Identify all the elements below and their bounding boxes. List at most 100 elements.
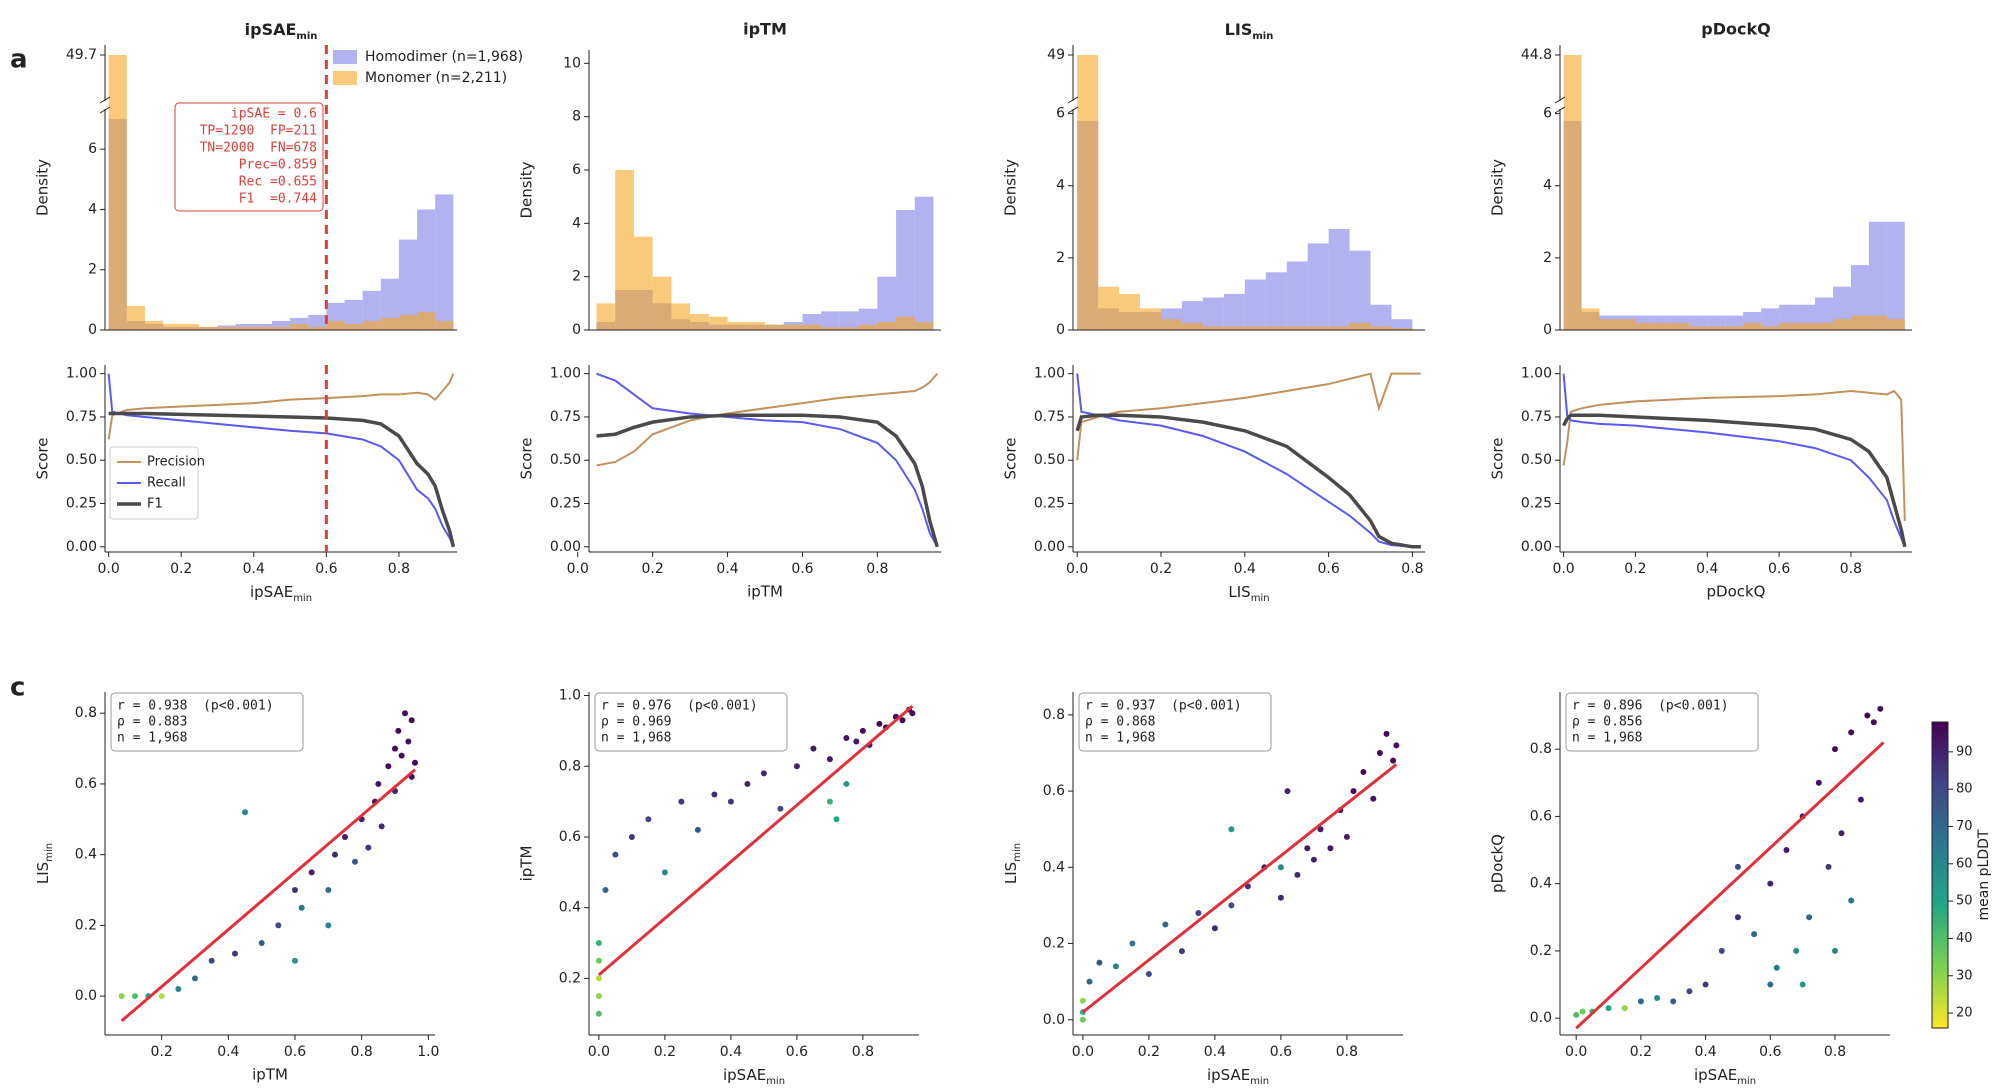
annotation-line: TN=2000 FN=678 (200, 141, 317, 156)
x-tick-label: 0.2 (654, 1044, 676, 1060)
scatter-point (744, 780, 751, 787)
scatter-point (1654, 995, 1661, 1002)
y-tick-label: 4 (88, 201, 97, 217)
series-line (1075, 413, 1421, 549)
x-tick-label: 0.6 (1759, 1044, 1781, 1060)
scatter-point (1244, 883, 1251, 890)
chart-title: ipSAEmin (245, 20, 318, 42)
x-tick-label: 0.4 (716, 561, 738, 577)
y-tick-label: 0.0 (75, 988, 97, 1004)
scatter-point (1864, 712, 1871, 719)
colorbar-label: mean pLDDT (1976, 829, 1992, 920)
histogram-bar (1265, 326, 1287, 330)
x-axis-label-sub: min (1250, 1076, 1269, 1087)
histogram-bar (1286, 261, 1308, 330)
scatter-point (595, 940, 602, 947)
y-axis-label-text: LIS (1002, 862, 1020, 884)
histogram-bar (1223, 326, 1245, 330)
scatter-point (595, 993, 602, 1000)
fit-line (1081, 763, 1398, 1014)
histogram-bar (435, 194, 454, 330)
panel-label: a (10, 45, 28, 75)
x-axis-label-sub: min (1251, 593, 1270, 604)
scatter-point (1773, 964, 1780, 971)
colorbar-tick-label: 60 (1956, 856, 1973, 871)
histogram-bar (1391, 319, 1413, 330)
y-tick-label: 0.2 (1530, 943, 1552, 959)
scatter-point (853, 738, 860, 745)
histogram-bar (821, 311, 840, 330)
annotation-line: n = 1,968 (117, 731, 187, 746)
scatter-point (352, 858, 358, 865)
x-tick-label: 0.0 (588, 1044, 610, 1060)
histogram-bar (1707, 326, 1726, 330)
scatter-point (1848, 897, 1855, 904)
histogram-bar (615, 170, 634, 330)
y-tick-label: 0.4 (75, 847, 97, 863)
y-tick-label: 1.0 (559, 688, 581, 704)
histogram-bar (199, 326, 218, 330)
y-tick-label: 0.4 (1043, 859, 1065, 875)
scatter-point (1637, 998, 1644, 1005)
annotation-box (594, 692, 788, 752)
scatter-point (1343, 833, 1350, 840)
scatter-point (395, 727, 402, 734)
histogram-bar (671, 303, 691, 330)
axis-break-mark (99, 96, 111, 104)
y-tick-label: 0.25 (550, 496, 581, 512)
y-tick-label: 0 (88, 322, 97, 338)
scatter-point (1277, 894, 1284, 901)
scatter-point (1327, 845, 1334, 852)
y-axis-label-sub: min (1012, 843, 1023, 862)
histogram-bar (1743, 322, 1762, 330)
legend-swatch (333, 50, 357, 64)
histogram-bar (1797, 322, 1816, 330)
y-tick-label: 2 (1056, 250, 1065, 266)
histogram-bar (708, 316, 728, 330)
colorbar-tick-label: 70 (1956, 819, 1973, 834)
scatter-point (258, 940, 265, 947)
x-axis-label-text: ipSAE (1694, 1066, 1737, 1084)
y-tick-label: 2 (1543, 250, 1552, 266)
scatter-point (1294, 871, 1301, 878)
histogram-bar (380, 317, 399, 330)
series-line (107, 373, 455, 440)
y-tick-label: 0.25 (1034, 496, 1065, 512)
fit-line (597, 705, 914, 977)
scatter-point (1350, 788, 1357, 795)
y-tick-label: 1.00 (1521, 366, 1552, 382)
y-tick-label: 0.6 (1043, 783, 1065, 799)
x-tick-label: 0.6 (315, 561, 337, 577)
scatter-point (678, 798, 685, 805)
scatter-point (1806, 914, 1813, 921)
histogram-bar (1140, 308, 1161, 330)
y-tick-label: 4 (1543, 178, 1552, 194)
scatter-point (385, 763, 392, 770)
annotation-line: TP=1290 FP=211 (200, 124, 317, 139)
legend-swatch (333, 71, 357, 85)
x-tick-label: 0.0 (1066, 561, 1088, 577)
histogram-bar (1370, 304, 1392, 330)
y-tick-label: 0.00 (550, 539, 581, 555)
x-axis-label-text: ipSAE (250, 583, 293, 601)
x-tick-label: 0.0 (567, 561, 589, 577)
scatter-point (1079, 997, 1086, 1004)
axis-break-mark (99, 106, 111, 114)
annotation-box (1078, 692, 1272, 752)
histogram-bar (308, 314, 327, 330)
histogram-bar (1307, 326, 1329, 330)
histogram-bar (1886, 221, 1905, 330)
scatter-point (1393, 742, 1400, 749)
histogram-bar (417, 209, 436, 330)
scatter-point (192, 975, 198, 982)
x-tick-label: 0.6 (1317, 561, 1339, 577)
y-axis-label: Score (34, 437, 52, 479)
x-axis-label-text: LIS (1228, 583, 1250, 601)
axis-break-mark (1554, 106, 1566, 114)
y-tick-label: 0 (572, 322, 581, 338)
x-tick-label: 0.2 (1630, 1044, 1652, 1060)
scatter-point (1317, 826, 1324, 833)
scatter-point (342, 833, 348, 840)
scatter-point (118, 993, 125, 1000)
